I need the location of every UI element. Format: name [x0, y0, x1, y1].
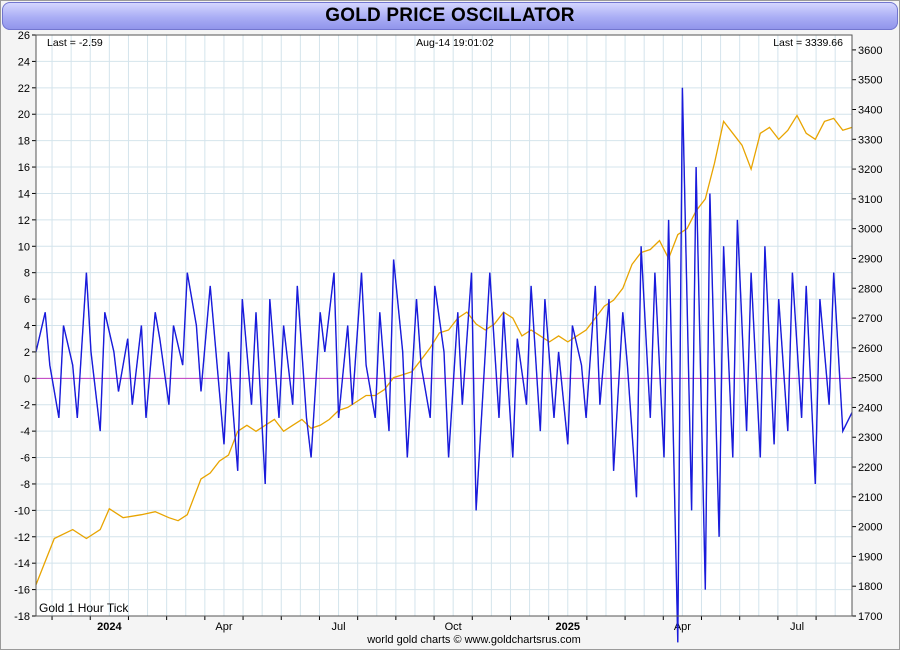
left-tick-label: 14: [18, 188, 30, 200]
left-tick-label: 4: [24, 321, 30, 333]
left-tick-label: 12: [18, 215, 30, 227]
chart-title: GOLD PRICE OSCILLATOR: [325, 5, 575, 26]
left-tick-label: -6: [20, 453, 30, 465]
x-axis: 2024 Apr Jul Oct 2025 Apr Jul: [51, 616, 817, 633]
right-tick-label: 2600: [858, 343, 882, 355]
plot-border: [35, 34, 853, 617]
right-tick-label: 2300: [858, 432, 882, 444]
right-tick-label: 3300: [858, 134, 882, 146]
right-tick-label: 1700: [858, 611, 882, 623]
left-tick-label: 22: [18, 83, 30, 95]
oscillator-series-line: [35, 87, 853, 643]
series-note: Gold 1 Hour Tick: [39, 601, 129, 615]
right-tick-label: 3200: [858, 164, 882, 176]
right-tick-label: 2500: [858, 373, 882, 385]
x-tick-label: Apr: [215, 621, 232, 633]
x-tick-label: Apr: [674, 621, 691, 633]
left-tick-label: -14: [14, 558, 30, 570]
left-tick-label: 20: [18, 109, 30, 121]
left-axis: 26242220181614121086420-2-4-6-8-10-12-14…: [14, 30, 36, 623]
right-tick-label: 2200: [858, 462, 882, 474]
left-tick-label: 26: [18, 30, 30, 42]
x-tick-label: Oct: [445, 621, 462, 633]
right-tick-label: 1900: [858, 551, 882, 563]
left-tick-label: -10: [14, 505, 30, 517]
x-tick-label: 2024: [97, 621, 122, 633]
left-tick-label: 6: [24, 294, 30, 306]
right-tick-label: 2100: [858, 492, 882, 504]
x-tick-label: Jul: [790, 621, 804, 633]
right-tick-label: 2400: [858, 402, 882, 414]
left-tick-label: -18: [14, 611, 30, 623]
left-tick-label: -12: [14, 532, 30, 544]
price-series-line: [35, 114, 853, 585]
right-tick-label: 2000: [858, 522, 882, 534]
footer-credit: world gold charts © www.goldchartsrus.co…: [366, 634, 581, 646]
right-tick-label: 2800: [858, 283, 882, 295]
left-tick-label: -4: [20, 426, 30, 438]
right-tick-label: 3400: [858, 104, 882, 116]
left-tick-label: -2: [20, 400, 30, 412]
left-tick-label: 24: [18, 56, 30, 68]
right-tick-label: 1800: [858, 581, 882, 593]
left-tick-label: 8: [24, 268, 30, 280]
right-tick-label: 3100: [858, 194, 882, 206]
left-tick-label: 10: [18, 241, 30, 253]
x-tick-label: 2025: [556, 621, 580, 633]
left-tick-label: 16: [18, 162, 30, 174]
last-oscillator-label: Last = -2.59: [47, 37, 103, 49]
series-group: [35, 87, 853, 643]
right-tick-label: 3500: [858, 75, 882, 87]
timestamp-label: Aug-14 19:01:02: [416, 37, 494, 49]
last-price-label: Last = 3339.66: [773, 37, 843, 49]
left-tick-label: 0: [24, 373, 30, 385]
left-tick-label: -16: [14, 585, 30, 597]
x-tick-label: Jul: [332, 621, 346, 633]
right-tick-label: 3000: [858, 224, 882, 236]
left-tick-label: 2: [24, 347, 30, 359]
right-tick-label: 2700: [858, 313, 882, 325]
left-tick-label: 18: [18, 136, 30, 148]
right-tick-label: 2900: [858, 253, 882, 265]
right-tick-label: 3600: [858, 45, 882, 57]
title-bar: GOLD PRICE OSCILLATOR: [2, 2, 898, 30]
left-tick-label: -8: [20, 479, 30, 491]
right-axis: 3600 3500 3400 3300 3200 3100 3000 2900 2800 2700…: [852, 45, 882, 623]
